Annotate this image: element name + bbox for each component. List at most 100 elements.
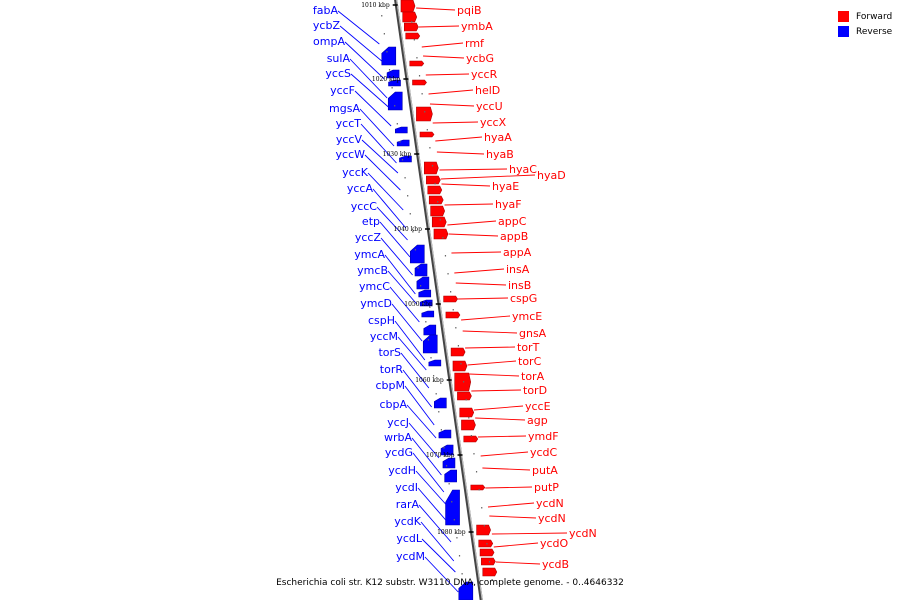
forward-gene-label: hyaA: [484, 131, 512, 144]
forward-gene-block: [416, 106, 433, 122]
forward-gene-label: torT: [517, 341, 540, 354]
leader-lines: [337, 7, 568, 593]
forward-leader: [487, 502, 535, 508]
forward-gene-label: insB: [508, 279, 531, 292]
forward-leader: [468, 373, 520, 377]
reverse-gene-label: yccT: [336, 117, 362, 130]
forward-leader: [451, 251, 502, 254]
forward-gene-block: [431, 216, 447, 228]
forward-leader: [491, 532, 568, 535]
axis-dot: [431, 165, 434, 167]
axis-dot: [460, 363, 462, 365]
reverse-gene-label: yccZ: [355, 231, 382, 244]
forward-gene-block: [428, 195, 444, 205]
forward-leader: [432, 121, 479, 124]
reverse-gene-block: [438, 429, 452, 439]
reverse-leader: [420, 521, 455, 562]
genome-title: Escherichia coli str. K12 substr. W3110 …: [276, 578, 624, 588]
kbp-marks: 1010 kbp 1020 kbp 1030 kbp 1040 kbp 1050 kbp…: [361, 2, 493, 581]
reverse-leader: [360, 123, 397, 164]
axis-dot: [388, 69, 391, 71]
reverse-gene-label: sulA: [327, 52, 351, 65]
axis-dot: [445, 465, 448, 467]
axis-dot: [455, 327, 457, 329]
forward-gene-label: yccU: [476, 100, 503, 113]
axis-dot: [421, 93, 423, 95]
forward-gene-label: ymcE: [512, 310, 542, 323]
forward-gene-block: [424, 161, 439, 175]
forward-leader: [477, 435, 527, 438]
forward-leader: [465, 346, 516, 349]
forward-gene-label: hyaF: [495, 198, 522, 211]
forward-gene-block: [405, 32, 421, 40]
forward-gene-block: [402, 11, 418, 23]
reverse-swatch: [838, 26, 849, 37]
kbp-label: 1030 kbp: [383, 151, 412, 158]
forward-gene-block: [450, 347, 466, 357]
forward-gene-block: [426, 175, 441, 185]
forward-leader: [467, 360, 517, 366]
forward-gene-block: [470, 484, 486, 491]
forward-gene-block: [457, 391, 472, 401]
reverse-leader: [349, 58, 388, 99]
forward-leader: [447, 220, 497, 226]
forward-leader: [444, 203, 494, 206]
reverse-gene-block: [444, 469, 457, 483]
reverse-gene-label: ompA: [313, 35, 345, 48]
axis-dot: [447, 273, 449, 275]
axis-dot: [491, 579, 493, 581]
forward-gene-label: appB: [500, 230, 528, 243]
forward-leader: [485, 486, 533, 489]
reverse-leader: [372, 188, 407, 229]
axis-dot: [399, 141, 401, 143]
forward-gene-label: helD: [475, 84, 500, 97]
forward-gene-label: ycdN: [569, 527, 597, 540]
forward-gene-label: ycdB: [542, 558, 569, 571]
forward-gene-label: pqiB: [457, 4, 482, 17]
forward-gene-label: ycdN: [538, 512, 566, 525]
reverse-gene-label: torR: [380, 363, 404, 376]
forward-gene-label: torA: [521, 370, 545, 383]
reverse-leader: [387, 270, 418, 305]
reverse-gene-label: yccM: [370, 330, 398, 343]
reverse-gene-label: yccF: [330, 84, 355, 97]
axis-dot: [418, 75, 421, 77]
kbp-label: 1080 kbp: [437, 529, 466, 536]
kbp-label: 1040 kbp: [393, 226, 422, 233]
axis-dot: [463, 381, 465, 383]
legend-forward: Forward: [838, 9, 892, 24]
reverse-gene-block: [387, 91, 403, 111]
legend-forward-label: Forward: [856, 11, 893, 22]
reverse-leader: [364, 154, 401, 191]
reverse-leader: [406, 404, 437, 439]
axis-dot: [424, 111, 426, 113]
forward-gene-label: gnsA: [519, 327, 547, 340]
axis-dot: [439, 219, 441, 221]
reverse-leader: [402, 369, 432, 408]
forward-gene-block: [433, 228, 449, 240]
axis-dot: [470, 435, 472, 437]
reverse-leader: [339, 25, 383, 62]
reverse-leader: [418, 504, 452, 543]
reverse-gene-label: yccJ: [387, 416, 409, 429]
gene-features: [381, 0, 498, 600]
reverse-leader: [415, 470, 446, 505]
reverse-leader: [350, 73, 389, 108]
axis-dot: [425, 321, 427, 323]
reverse-gene-label: ymcB: [357, 264, 388, 277]
axis-dot: [458, 555, 461, 557]
forward-gene-block: [478, 539, 494, 548]
reverse-leader: [344, 41, 385, 80]
forward-gene-block: [404, 22, 419, 32]
forward-gene-label: hyaB: [486, 148, 514, 161]
reverse-gene-block: [442, 457, 456, 469]
forward-gene-block: [400, 0, 416, 13]
axis-dot: [413, 39, 415, 41]
axis-dot: [414, 249, 417, 251]
kbp-label: 1060 kbp: [415, 377, 444, 384]
reverse-leader: [412, 452, 445, 493]
reverse-gene-label: ycdH: [388, 464, 416, 477]
reverse-gene-block: [386, 69, 400, 79]
axis-dot: [451, 501, 453, 503]
reverse-leader: [376, 206, 408, 241]
